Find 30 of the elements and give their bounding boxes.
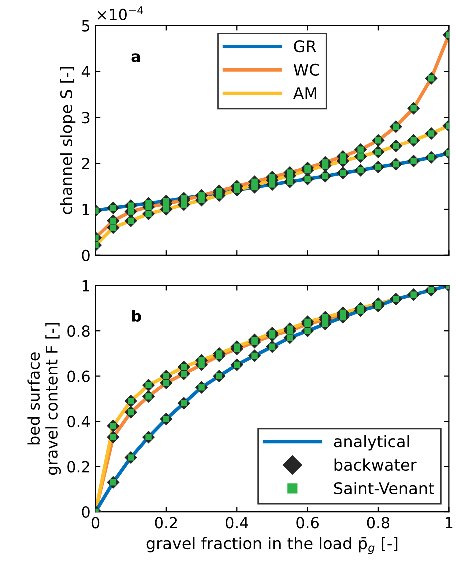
x-tick-label: 0.4 [226, 517, 248, 529]
y-tick-label: 0.6 [68, 370, 90, 382]
legend-label: analytical [334, 435, 410, 451]
y-tick-label: 1 [82, 280, 90, 292]
x-tick-label: 0.6 [296, 517, 319, 529]
legend-label: Saint-Venant [334, 482, 434, 495]
legend-label: WC [294, 64, 320, 76]
x-tick-label: 0.8 [367, 517, 390, 529]
y-tick-label: 0 [82, 506, 90, 518]
y-tick-label: 2 [82, 158, 90, 170]
y-tick-label: 4 [82, 66, 90, 78]
x-tick-label: 1 [446, 517, 453, 528]
y-tick-label: 5 [82, 20, 90, 32]
text: ×10$^{−4}$ [98, 6, 144, 20]
legend-label: backwater [334, 458, 417, 472]
y-tick-label: 0.4 [68, 416, 90, 428]
legend-label: GR [294, 40, 316, 53]
x-tick-label: 0.2 [155, 517, 178, 529]
y-axis-title: channel slope S [-] [60, 67, 76, 214]
legend-label: AM [293, 88, 316, 100]
y-tick-label: 3 [82, 112, 90, 124]
y-tick-label: 0.8 [68, 326, 90, 338]
x-tick-label: 0 [92, 517, 100, 529]
annotation: b [132, 310, 142, 322]
y-tick-label: 0 [82, 250, 90, 262]
y-axis-title: bed surface gravel content F [-] [28, 323, 62, 476]
annotation: a [132, 54, 140, 62]
x-axis-title: gravel fraction in the load p̄$_{g}$ [-] [146, 537, 398, 554]
y-tick-label: 1 [82, 204, 90, 216]
y-tick-label: 0.2 [68, 461, 90, 473]
